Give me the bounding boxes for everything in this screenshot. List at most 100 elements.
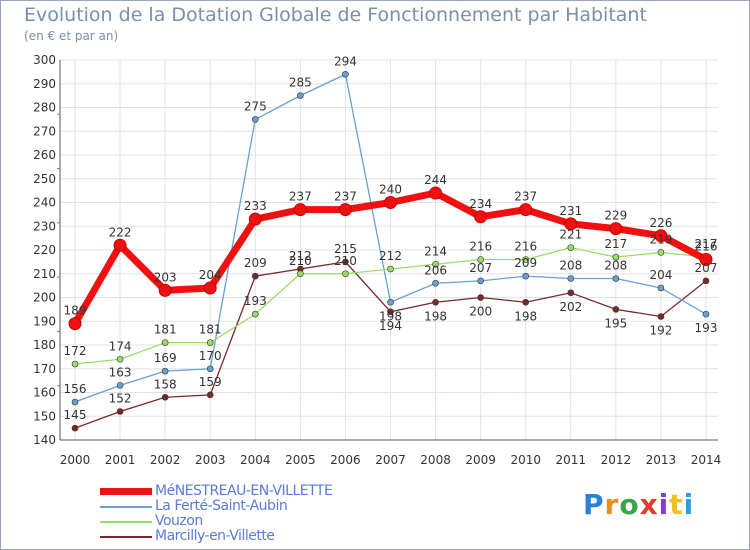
data-point — [702, 310, 710, 318]
data-point — [477, 256, 484, 263]
chart-legend: MéNESTREAU-EN-VILLETTE La Ferté-Saint-Aub… — [100, 483, 400, 544]
data-point — [161, 339, 169, 346]
data-label: 181 — [154, 323, 177, 337]
data-point — [612, 275, 620, 282]
y-tick-label: 240 — [33, 196, 56, 210]
data-point — [519, 203, 533, 217]
legend-swatch — [100, 488, 152, 495]
data-label: 226 — [649, 216, 672, 230]
data-point — [609, 222, 623, 236]
data-point — [567, 289, 575, 297]
y-tick-label: 150 — [33, 409, 56, 423]
data-label: 216 — [469, 240, 492, 254]
data-label: 158 — [154, 377, 177, 391]
data-label: 194 — [379, 319, 402, 333]
data-point — [522, 256, 530, 263]
data-point — [387, 265, 394, 273]
data-point — [567, 275, 575, 282]
proxiti-logo: Proxiti — [583, 488, 694, 521]
data-point — [297, 92, 304, 99]
y-tick-label: 140 — [33, 433, 56, 447]
data-label: 234 — [469, 197, 492, 211]
data-point — [161, 367, 169, 375]
data-label: 207 — [469, 261, 492, 275]
data-label: 203 — [154, 270, 177, 284]
data-point — [657, 249, 665, 256]
data-label: 210 — [289, 254, 312, 268]
data-point — [68, 317, 82, 331]
x-tick-label: 2012 — [601, 453, 632, 467]
data-point — [432, 298, 439, 306]
data-label: 240 — [379, 183, 402, 197]
data-label: 208 — [604, 259, 627, 273]
data-label: 156 — [64, 382, 87, 396]
data-label: 198 — [514, 309, 537, 323]
data-point — [522, 298, 530, 306]
data-label: 159 — [199, 375, 222, 389]
data-label: 193 — [695, 321, 718, 335]
data-label: 208 — [559, 259, 582, 273]
data-point — [342, 258, 349, 266]
data-label: 217 — [604, 237, 627, 251]
x-tick-label: 2007 — [375, 453, 406, 467]
x-tick-label: 2004 — [240, 453, 271, 467]
data-label: 210 — [334, 254, 357, 268]
legend-swatch — [100, 521, 152, 523]
data-point — [612, 253, 620, 261]
data-point — [702, 277, 710, 285]
data-point — [203, 281, 217, 295]
data-point — [342, 70, 349, 78]
data-label: 216 — [695, 240, 718, 254]
logo-letter: r — [604, 488, 620, 521]
data-point — [342, 270, 349, 278]
data-point — [477, 277, 484, 285]
data-label: 152 — [109, 392, 132, 406]
data-point — [387, 298, 394, 306]
data-point — [206, 339, 214, 346]
data-point — [116, 355, 124, 363]
x-tick-label: 2002 — [150, 453, 181, 467]
x-tick-label: 2005 — [285, 453, 316, 467]
data-point — [71, 424, 79, 432]
data-label: 193 — [244, 294, 267, 308]
data-label: 294 — [334, 54, 357, 68]
data-point — [116, 382, 124, 389]
data-label: 206 — [424, 263, 447, 277]
x-tick-label: 2011 — [556, 453, 587, 467]
y-tick-label: 280 — [33, 101, 56, 115]
data-label: 233 — [244, 199, 267, 213]
x-tick-label: 2009 — [465, 453, 496, 467]
legend-label: MéNESTREAU-EN-VILLETTE — [155, 483, 333, 499]
data-label: 219 — [649, 232, 672, 246]
logo-letter: i — [658, 488, 670, 521]
data-label: 209 — [514, 256, 537, 270]
x-tick-label: 2014 — [691, 453, 722, 467]
data-label: 163 — [109, 365, 132, 379]
data-point — [206, 365, 214, 373]
data-label: 207 — [695, 261, 718, 275]
y-tick-label: 170 — [33, 362, 56, 376]
chart-subtitle: (en € et par an) — [24, 29, 119, 43]
data-label: 195 — [604, 316, 627, 330]
legend-item: MéNESTREAU-EN-VILLETTE — [100, 483, 400, 499]
x-tick-label: 2001 — [105, 453, 136, 467]
data-label: 198 — [379, 309, 402, 323]
data-label: 275 — [244, 99, 267, 113]
y-tick-label: 180 — [33, 338, 56, 352]
y-tick-label: 270 — [33, 124, 56, 138]
logo-letter: i — [683, 488, 695, 521]
data-point — [429, 186, 443, 200]
data-label: 214 — [424, 244, 447, 258]
x-tick-label: 2003 — [195, 453, 226, 467]
logo-letter: t — [669, 488, 684, 521]
data-label: 204 — [649, 268, 672, 282]
y-tick-label: 250 — [33, 172, 56, 186]
data-point — [567, 244, 575, 251]
legend-label: La Ferté-Saint-Aubin — [155, 498, 288, 514]
logo-letter: x — [639, 488, 659, 521]
data-label: 217 — [695, 237, 718, 251]
data-label: 192 — [649, 324, 672, 338]
legend-label: Vouzon — [155, 513, 203, 529]
data-label: 215 — [334, 242, 357, 256]
